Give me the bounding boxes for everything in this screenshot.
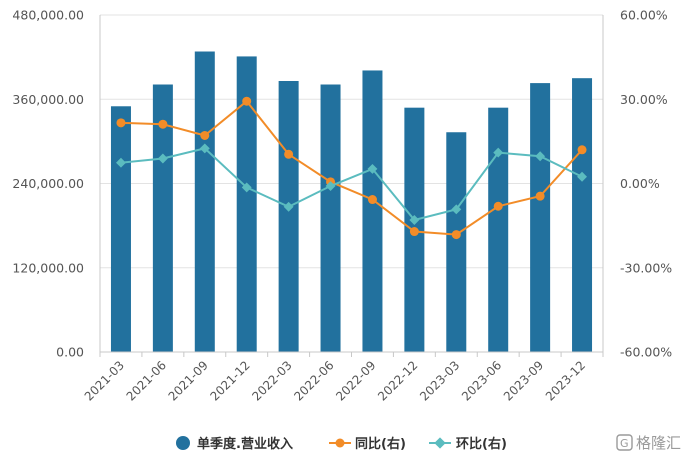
bar bbox=[530, 83, 551, 352]
y-left-tick-label: 120,000.00 bbox=[12, 260, 84, 275]
qoq-point bbox=[367, 163, 378, 174]
yoy-point bbox=[116, 118, 126, 128]
bar bbox=[278, 80, 299, 352]
x-tick-label: 2023-03 bbox=[417, 358, 462, 403]
legend-marker-yoy bbox=[335, 438, 345, 448]
qoq-point bbox=[199, 143, 210, 154]
bar bbox=[572, 78, 593, 352]
qoq-point bbox=[535, 151, 546, 162]
qoq-point bbox=[325, 181, 336, 191]
gridlines bbox=[100, 14, 603, 269]
x-tick-label: 2021-06 bbox=[124, 358, 169, 403]
y-left-tick-label: 480,000.00 bbox=[12, 8, 84, 23]
watermark: G 格隆汇 bbox=[616, 434, 681, 452]
bar bbox=[236, 56, 257, 353]
legend: 单季度.营业收入 同比(右) 环比(右) bbox=[176, 436, 507, 452]
bar bbox=[320, 84, 341, 352]
x-tick-label: 2021-03 bbox=[82, 358, 127, 403]
x-tick-label: 2023-06 bbox=[459, 358, 504, 403]
y-right-tick-label: -30.00% bbox=[620, 260, 672, 275]
qoq-point bbox=[409, 215, 420, 225]
bar bbox=[110, 106, 131, 352]
yoy-point bbox=[577, 145, 587, 155]
qoq-point bbox=[493, 147, 504, 158]
x-tick-label: 2022-06 bbox=[291, 358, 336, 403]
x-tick-label: 2023-09 bbox=[501, 358, 546, 403]
legend-label-yoy: 同比(右) bbox=[355, 436, 406, 452]
yoy-point bbox=[451, 230, 461, 240]
x-tick-label: 2022-03 bbox=[249, 358, 294, 403]
y-left-tick-label: 360,000.00 bbox=[12, 92, 84, 107]
qoq-point bbox=[283, 201, 294, 212]
bar bbox=[362, 70, 383, 352]
legend-marker-revenue bbox=[176, 436, 190, 450]
y-right-tick-label: -60.00% bbox=[620, 345, 672, 360]
y-left-tick-label: 0.00 bbox=[56, 345, 84, 360]
x-tick-label: 2022-12 bbox=[375, 358, 420, 403]
y-right-tick-label: 60.00% bbox=[620, 8, 668, 23]
yoy-point bbox=[200, 130, 210, 140]
qoq-point bbox=[451, 204, 462, 215]
line-series bbox=[116, 96, 587, 240]
legend-marker-qoq bbox=[434, 437, 446, 449]
qoq-point bbox=[116, 157, 126, 168]
yoy-point bbox=[535, 191, 545, 201]
watermark-logo-glyph: G bbox=[620, 437, 629, 450]
yoy-point bbox=[284, 149, 294, 159]
x-tick-label: 2021-12 bbox=[207, 358, 252, 403]
y-left-tick-label: 240,000.00 bbox=[12, 176, 84, 191]
legend-label-qoq: 环比(右) bbox=[456, 436, 507, 452]
bar bbox=[488, 107, 509, 352]
legend-label-revenue: 单季度.营业收入 bbox=[197, 436, 293, 452]
y-right-tick-label: 30.00% bbox=[620, 92, 668, 107]
qoq-line bbox=[120, 147, 583, 222]
bar bbox=[446, 132, 467, 352]
yoy-point bbox=[242, 96, 252, 106]
x-tick-label: 2022-09 bbox=[333, 358, 378, 403]
x-tick-label: 2023-12 bbox=[543, 358, 588, 403]
watermark-text: 格隆汇 bbox=[636, 434, 681, 452]
yoy-line bbox=[120, 99, 583, 236]
yoy-point bbox=[158, 119, 168, 129]
bar bbox=[194, 51, 215, 353]
y-right-tick-label: 0.00% bbox=[620, 176, 660, 191]
x-tick-label: 2021-09 bbox=[166, 358, 211, 403]
bar bbox=[152, 84, 173, 352]
yoy-point bbox=[493, 201, 503, 211]
qoq-point bbox=[577, 171, 587, 182]
qoq-point bbox=[241, 182, 252, 193]
yoy-point bbox=[367, 195, 377, 205]
watermark-logo-icon bbox=[616, 434, 633, 451]
yoy-point bbox=[409, 227, 419, 237]
qoq-point bbox=[157, 153, 168, 164]
